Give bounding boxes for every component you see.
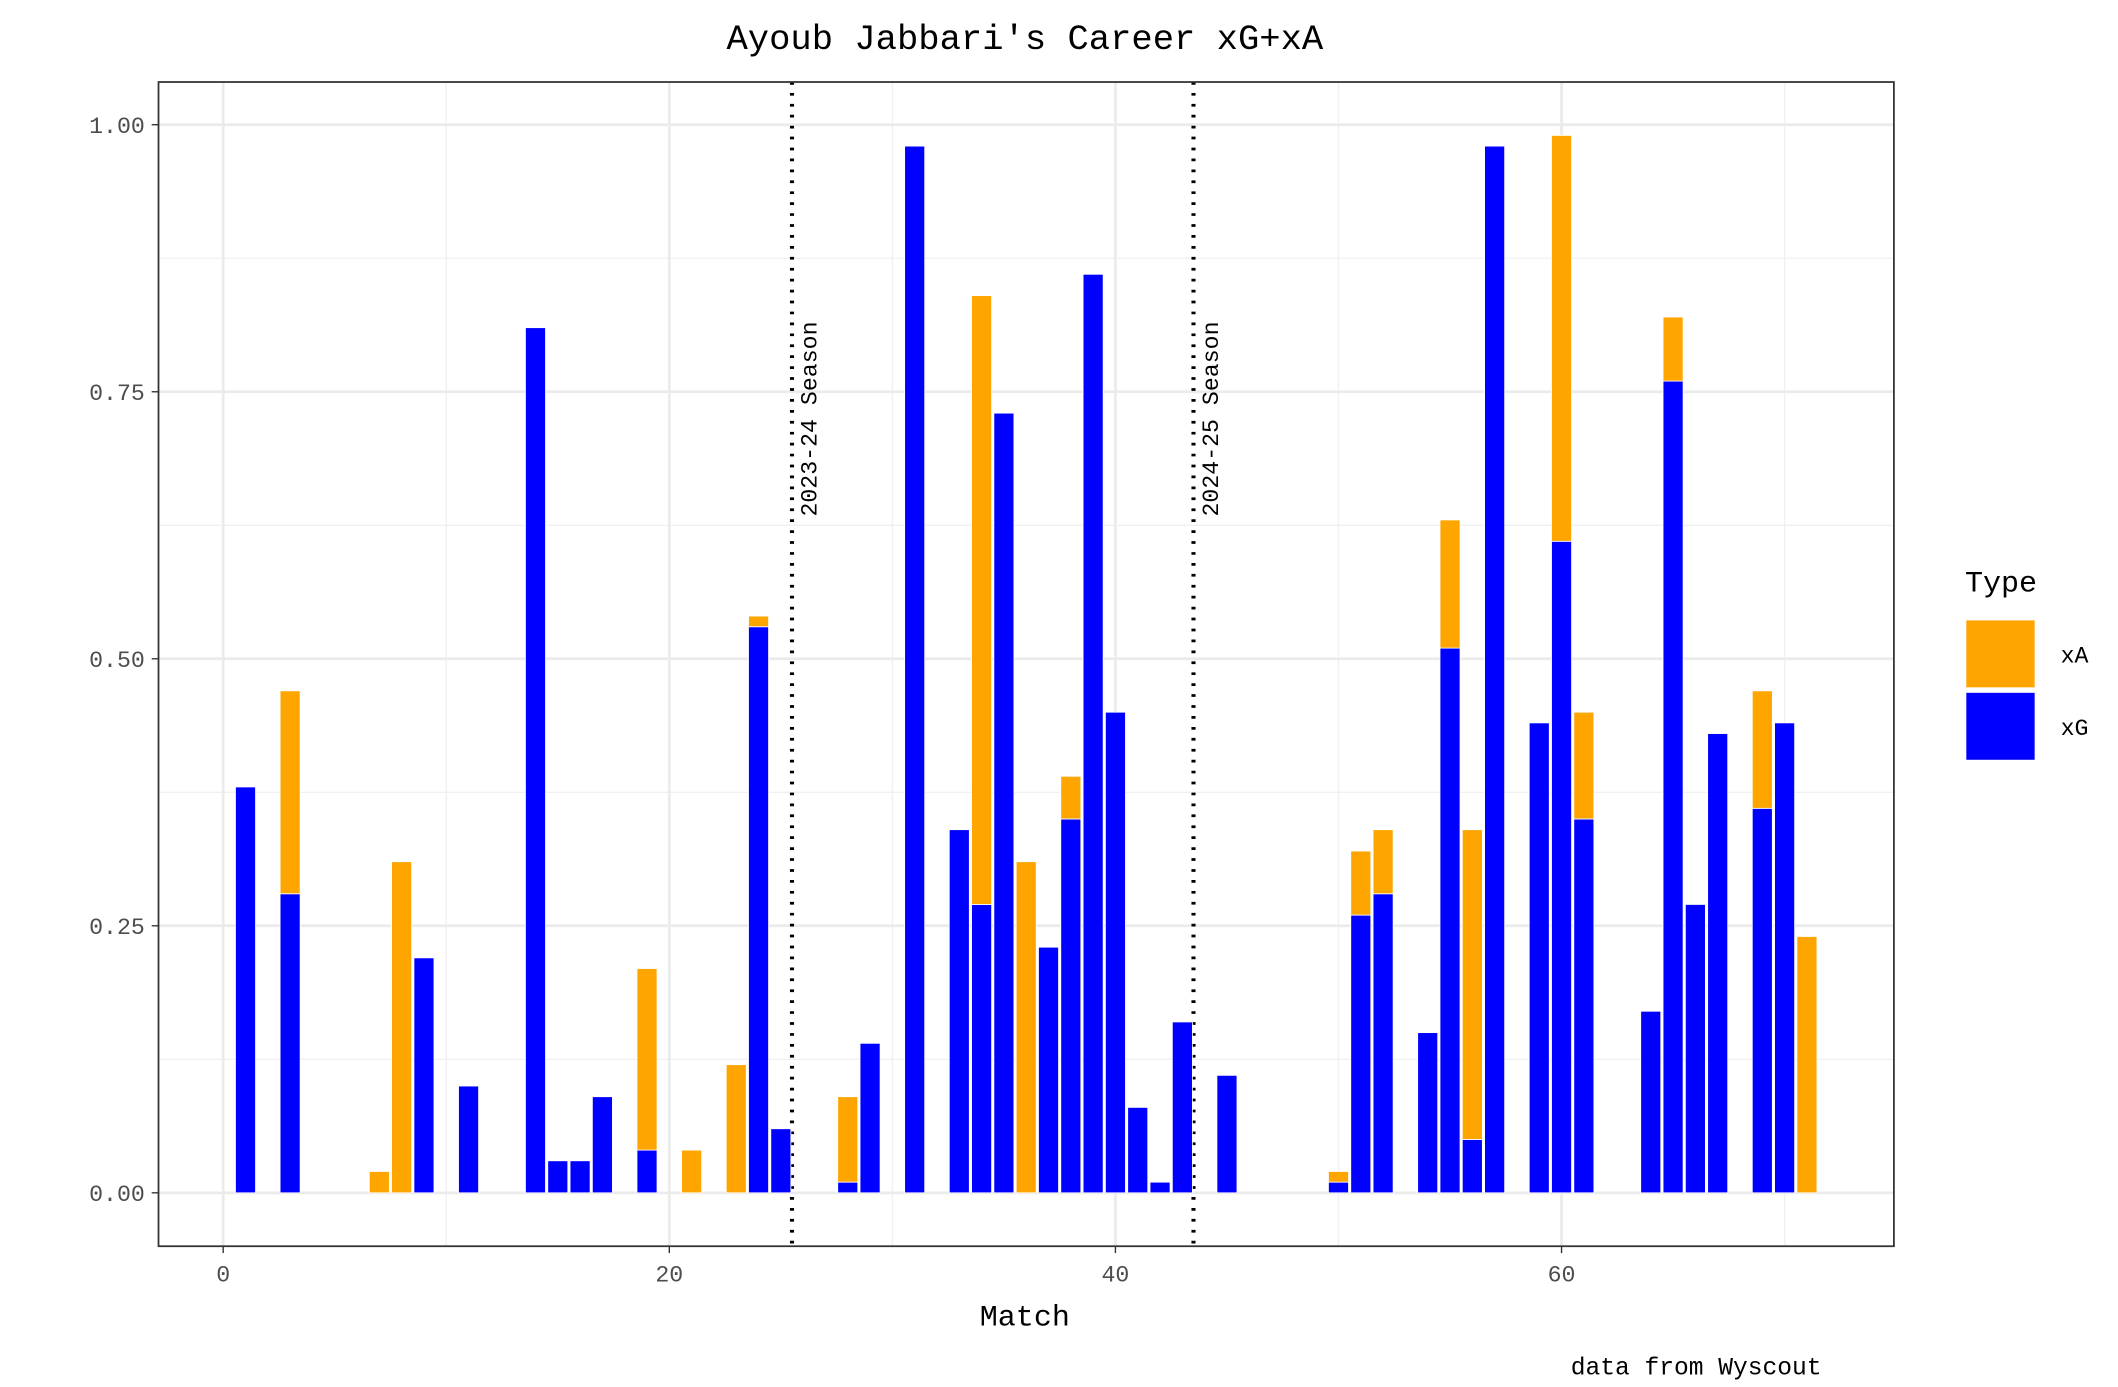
bar-xg-match-55 [1439, 647, 1461, 1194]
bar-xa-match-55 [1439, 519, 1461, 649]
y-tick-label: 1.00 [89, 114, 145, 140]
bar-xg-match-28 [837, 1181, 859, 1194]
bar-xg-match-17 [591, 1096, 613, 1194]
bar-xg-match-40 [1104, 711, 1126, 1194]
bar-xg-match-15 [547, 1160, 569, 1194]
bars [235, 135, 1818, 1194]
bar-xg-match-16 [569, 1160, 591, 1194]
bar-xa-match-52 [1372, 829, 1394, 895]
y-tick-label: 0.25 [89, 915, 145, 941]
plot-panel: 2023-24 Season 2024-25 Season [157, 81, 1895, 1248]
bar-xg-match-24 [748, 626, 769, 1194]
bar-xa-match-61 [1573, 711, 1595, 820]
bar-xg-match-25 [770, 1128, 792, 1194]
y-tick-label: 0.00 [89, 1182, 145, 1208]
bar-xg-match-41 [1127, 1106, 1149, 1194]
bar-xg-match-29 [859, 1042, 881, 1194]
bar-xg-match-42 [1149, 1181, 1171, 1194]
bar-xg-match-67 [1707, 733, 1729, 1194]
bar-xa-match-21 [681, 1149, 703, 1194]
bar-xg-match-51 [1350, 914, 1372, 1194]
legend-key-xg [1966, 692, 2035, 760]
bar-xg-match-61 [1573, 818, 1595, 1194]
bar-xg-match-31 [904, 145, 926, 1194]
season-markers: 2023-24 Season 2024-25 Season [789, 82, 1225, 1247]
bar-xg-match-37 [1038, 946, 1059, 1194]
bar-xa-match-36 [1015, 861, 1037, 1194]
bar-xg-match-56 [1461, 1139, 1483, 1194]
bar-xg-match-1 [235, 786, 256, 1194]
bar-xa-match-23 [725, 1064, 747, 1194]
bar-xg-match-11 [458, 1085, 480, 1194]
bar-xg-match-38 [1060, 818, 1082, 1194]
bar-xg-match-66 [1684, 904, 1706, 1194]
bar-xg-match-50 [1328, 1181, 1349, 1194]
bar-xg-match-57 [1484, 145, 1506, 1194]
x-tick-label: 60 [1548, 1263, 1576, 1289]
bar-xg-match-35 [993, 412, 1015, 1194]
bar-xg-match-52 [1372, 893, 1394, 1194]
bar-xa-match-56 [1461, 829, 1483, 1140]
season-label: 2024-25 Season [1199, 321, 1225, 516]
bar-xg-match-9 [413, 957, 435, 1194]
x-tick-label: 0 [216, 1263, 230, 1289]
bar-xg-match-3 [279, 893, 301, 1194]
bar-xa-match-19 [636, 968, 658, 1151]
y-tick-label: 0.75 [89, 381, 145, 407]
bar-xg-match-43 [1171, 1021, 1193, 1194]
bar-xg-match-54 [1417, 1032, 1439, 1194]
y-axis: 0.00 0.25 0.50 0.75 1.00 [89, 114, 159, 1208]
bar-xa-match-69 [1751, 690, 1773, 809]
bar-xa-match-34 [971, 295, 993, 905]
bar-xa-match-51 [1350, 850, 1372, 916]
x-tick-label: 20 [655, 1263, 683, 1289]
bar-xg-match-70 [1774, 722, 1796, 1194]
bar-xa-match-71 [1796, 936, 1818, 1194]
bar-xg-match-59 [1528, 722, 1550, 1194]
bar-xa-match-50 [1328, 1171, 1349, 1183]
bar-xg-match-60 [1551, 540, 1572, 1194]
bar-xg-match-34 [971, 904, 993, 1194]
bar-xg-match-39 [1082, 273, 1104, 1194]
bar-xa-match-28 [837, 1096, 859, 1183]
y-tick-label: 0.50 [89, 648, 145, 674]
bar-xg-match-45 [1216, 1074, 1238, 1194]
bar-xa-match-38 [1060, 775, 1082, 820]
legend-label-xg: xG [2061, 716, 2089, 742]
bar-xa-match-60 [1551, 135, 1572, 542]
bar-xa-match-65 [1662, 316, 1684, 382]
x-tick-label: 40 [1101, 1263, 1129, 1289]
legend: Type xA xG [1965, 568, 2089, 760]
bar-xg-match-65 [1662, 380, 1684, 1194]
x-axis: 0 20 40 60 [216, 1246, 1575, 1289]
bar-xa-match-8 [391, 861, 413, 1194]
bar-xa-match-3 [279, 690, 301, 895]
bar-xa-match-24 [748, 615, 769, 628]
legend-label-xa: xA [2061, 644, 2089, 670]
x-axis-label: Match [980, 1301, 1070, 1335]
chart-title: Ayoub Jabbari's Career xG+xA [726, 19, 1323, 60]
legend-title: Type [1965, 568, 2037, 602]
legend-key-xa [1966, 620, 2035, 688]
bar-xg-match-69 [1751, 807, 1773, 1194]
bar-xa-match-7 [368, 1171, 390, 1194]
bar-xg-match-64 [1640, 1010, 1662, 1194]
bar-xg-match-14 [525, 327, 546, 1194]
bar-xg-match-33 [948, 829, 970, 1194]
season-label: 2023-24 Season [798, 321, 824, 516]
bar-xg-match-19 [636, 1149, 658, 1194]
caption: data from Wyscout [1571, 1356, 1822, 1383]
